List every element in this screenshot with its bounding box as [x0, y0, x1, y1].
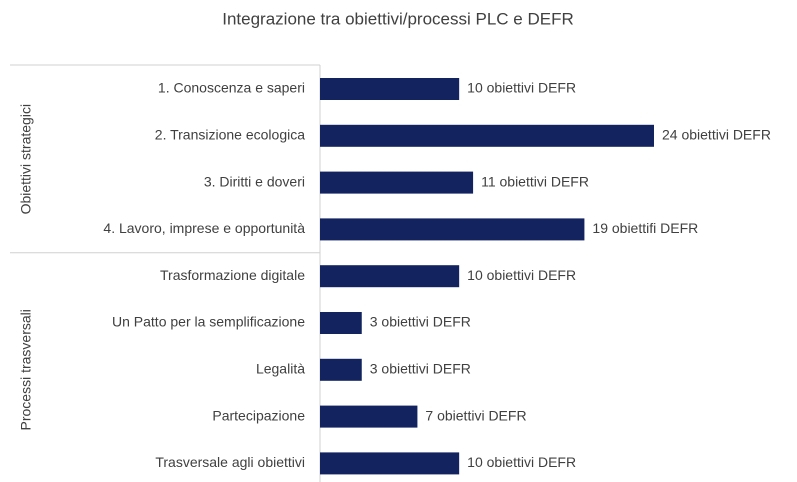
category-label: Partecipazione: [212, 407, 305, 423]
category-label: 2. Transizione ecologica: [155, 127, 305, 143]
value-label: 11 obiettivi DEFR: [481, 173, 589, 189]
bar: [320, 358, 362, 381]
value-label: 10 obiettivi DEFR: [467, 454, 576, 470]
chart-title: Integrazione tra obiettivi/processi PLC …: [222, 9, 574, 28]
category-label: 3. Diritti e doveri: [204, 173, 305, 189]
category-label: 1. Conoscenza e saperi: [158, 80, 305, 96]
category-label: 4. Lavoro, imprese e opportunità: [103, 220, 305, 236]
bar: [320, 218, 585, 241]
value-label: 7 obiettivi DEFR: [425, 407, 526, 423]
value-label: 3 obiettivi DEFR: [370, 361, 471, 377]
group-label: Processi trasversali: [18, 309, 34, 430]
category-label: Trasformazione digitale: [160, 267, 305, 283]
category-label: Trasversale agli obiettivi: [155, 454, 305, 470]
bar: [320, 452, 460, 475]
value-label: 24 obiettivi DEFR: [662, 127, 771, 143]
value-label: 19 obiettifi DEFR: [592, 220, 698, 236]
bar: [320, 265, 460, 288]
value-label: 3 obiettivi DEFR: [370, 314, 471, 330]
bar: [320, 171, 474, 194]
bar: [320, 312, 362, 334]
bar: [320, 124, 654, 147]
bar: [320, 78, 460, 100]
category-label: Un Patto per la semplificazione: [112, 314, 305, 330]
group-label: Obiettivi strategici: [18, 104, 34, 214]
value-label: 10 obiettivi DEFR: [467, 267, 576, 283]
category-label: Legalità: [256, 361, 305, 377]
value-label: 10 obiettivi DEFR: [467, 80, 576, 96]
bar: [320, 405, 418, 428]
